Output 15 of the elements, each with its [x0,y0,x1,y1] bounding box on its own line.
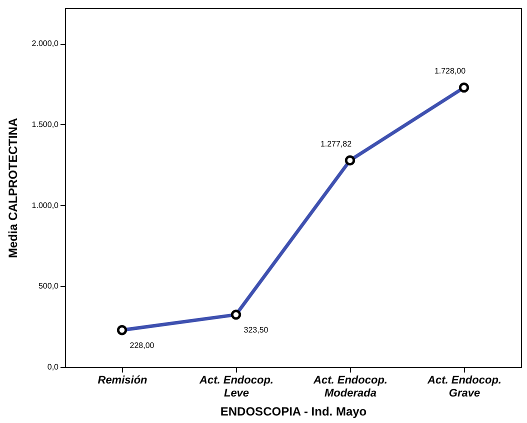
x-tick-label: Act. Endocop. Moderada [312,374,388,400]
y-axis-title: Media CALPROTECTINA [6,118,20,258]
x-tick-label: Act. Endocop. Leve [198,374,274,400]
y-tick-label: 500,0 [38,282,60,291]
x-tick-label: Act. Endocop. Grave [426,374,502,400]
data-label: 1.728,00 [434,66,466,76]
y-tick-label: 2.000,0 [32,39,60,48]
x-tick-label: Remisión [98,374,148,386]
x-axis-title: ENDOSCOPIA - Ind. Mayo [220,404,367,418]
data-label: 1.277,82 [320,139,352,148]
y-tick-label: 0,0 [47,362,60,372]
y-tick-label: 1.500,0 [32,120,60,129]
data-label: 323,50 [244,326,269,335]
y-tick-label: 1.000,0 [32,200,60,210]
data-label: 228,00 [130,341,155,350]
